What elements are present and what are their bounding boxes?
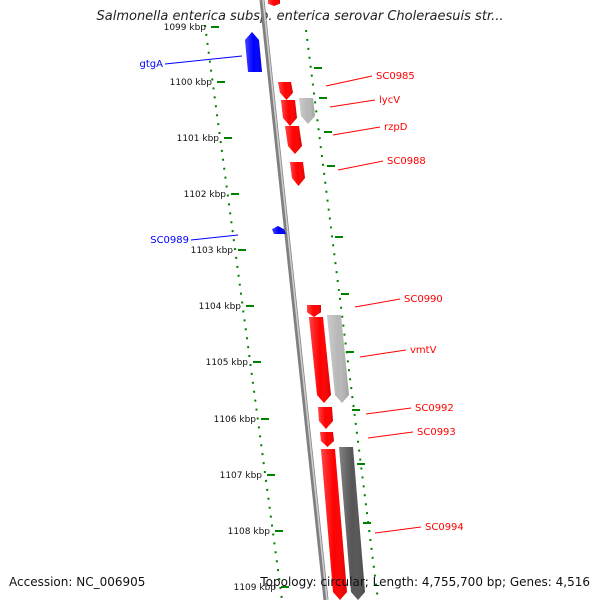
dotted-guide-lines	[204, 24, 379, 600]
gene-feature-top-partial[interactable]	[268, 0, 280, 6]
tick-label: 1106 kbp	[214, 415, 257, 425]
gene-feature-vmtV[interactable]	[309, 317, 331, 403]
leader-line	[329, 99, 376, 108]
leader-line	[374, 526, 422, 534]
dotted-guide-0	[204, 24, 283, 600]
pseudo-feature-vmtV[interactable]	[327, 315, 349, 403]
backbone-line	[259, 0, 329, 600]
gene-feature-SC0993[interactable]	[320, 432, 334, 447]
gene-label-SC0992[interactable]: SC0992	[415, 403, 454, 414]
gene-label-SC0985[interactable]: SC0985	[376, 71, 415, 82]
gene-feature-lycV[interactable]	[281, 100, 297, 126]
gene-feature-rzpD[interactable]	[285, 126, 302, 154]
leader-line	[354, 298, 401, 308]
pseudo-feature-lycV[interactable]	[299, 98, 315, 124]
genome-title: Salmonella enterica subsp. enterica sero…	[96, 9, 504, 24]
tick-label: 1100 kbp	[170, 78, 213, 88]
leader-line	[359, 349, 407, 358]
accession-text: Accession: NC_006905	[9, 575, 146, 589]
gene-label-lycV[interactable]: lycV	[379, 95, 400, 106]
leader-line	[164, 55, 243, 65]
topology-text: Topology: circular; Length: 4,755,700 bp…	[260, 575, 590, 589]
gene-label-gtgA[interactable]: gtgA	[140, 59, 164, 70]
gene-feature-SC0985[interactable]	[278, 82, 293, 100]
genome-backbone	[259, 0, 329, 600]
gene-label-SC0993[interactable]: SC0993	[417, 427, 456, 438]
tick-label: 1101 kbp	[177, 134, 220, 144]
backbone-highlight	[262, 0, 328, 600]
gene-label-vmtV[interactable]: vmtV	[410, 345, 437, 356]
tick-label: 1104 kbp	[199, 302, 242, 312]
tick-label: 1108 kbp	[228, 527, 271, 537]
gene-label-SC0989[interactable]: SC0989	[150, 235, 189, 246]
dotted-guide-1	[305, 29, 379, 600]
leader-line	[367, 431, 414, 439]
gene-labels[interactable]: gtgA SC0985 lycV rzpD SC0988 SC0989 SC0990 vmtV…	[140, 55, 464, 534]
kbp-ticks: 1099 kbp 1100 kbp 1101 kbp 1102 kbp 1103 kbp…	[164, 23, 371, 593]
gene-label-SC0990[interactable]: SC0990	[404, 294, 443, 305]
leader-line	[337, 160, 384, 171]
gene-feature-SC0992[interactable]	[318, 407, 333, 429]
tick-label: 1109 kbp	[234, 583, 277, 593]
tick-label: 1099 kbp	[164, 23, 207, 33]
gene-feature-SC0994[interactable]	[321, 449, 347, 600]
gene-label-SC0988[interactable]: SC0988	[387, 156, 426, 167]
tick-label: 1107 kbp	[220, 471, 263, 481]
leader-line	[332, 126, 381, 136]
dark-feature-SC0994[interactable]	[339, 447, 365, 600]
leader-line	[325, 75, 373, 87]
gene-label-SC0994[interactable]: SC0994	[425, 522, 464, 533]
gene-feature-SC0989[interactable]	[272, 226, 286, 234]
tick-label: 1102 kbp	[184, 190, 227, 200]
gene-feature-gtgA[interactable]	[245, 32, 262, 72]
gene-label-rzpD[interactable]: rzpD	[384, 122, 408, 133]
gene-feature-SC0990[interactable]	[307, 305, 321, 317]
gene-features[interactable]	[245, 0, 365, 600]
leader-line	[365, 407, 412, 415]
leader-line	[190, 234, 239, 241]
tick-label: 1103 kbp	[191, 246, 234, 256]
gene-feature-SC0988[interactable]	[290, 162, 305, 186]
tick-label: 1105 kbp	[206, 358, 249, 368]
